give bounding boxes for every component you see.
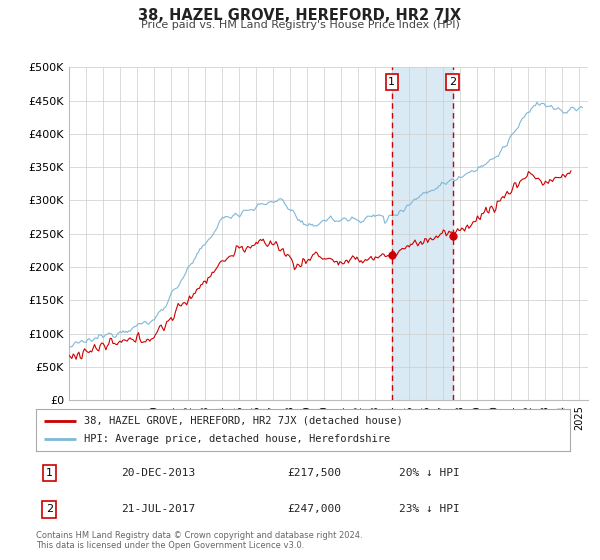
Text: 21-JUL-2017: 21-JUL-2017: [121, 505, 196, 514]
Bar: [392, 67, 453, 400]
Text: £217,500: £217,500: [287, 468, 341, 478]
Text: 23% ↓ HPI: 23% ↓ HPI: [399, 505, 460, 514]
Text: 38, HAZEL GROVE, HEREFORD, HR2 7JX (detached house): 38, HAZEL GROVE, HEREFORD, HR2 7JX (deta…: [84, 416, 403, 426]
Text: HPI: Average price, detached house, Herefordshire: HPI: Average price, detached house, Here…: [84, 434, 391, 444]
Text: 2: 2: [449, 77, 456, 87]
Text: £247,000: £247,000: [287, 505, 341, 514]
Text: 1: 1: [388, 77, 395, 87]
Text: Contains HM Land Registry data © Crown copyright and database right 2024.
This d: Contains HM Land Registry data © Crown c…: [36, 531, 362, 550]
Text: 1: 1: [46, 468, 53, 478]
Text: 20% ↓ HPI: 20% ↓ HPI: [399, 468, 460, 478]
Text: 20-DEC-2013: 20-DEC-2013: [121, 468, 196, 478]
Text: 2: 2: [46, 505, 53, 514]
Text: Price paid vs. HM Land Registry's House Price Index (HPI): Price paid vs. HM Land Registry's House …: [140, 20, 460, 30]
Text: 38, HAZEL GROVE, HEREFORD, HR2 7JX: 38, HAZEL GROVE, HEREFORD, HR2 7JX: [139, 8, 461, 24]
